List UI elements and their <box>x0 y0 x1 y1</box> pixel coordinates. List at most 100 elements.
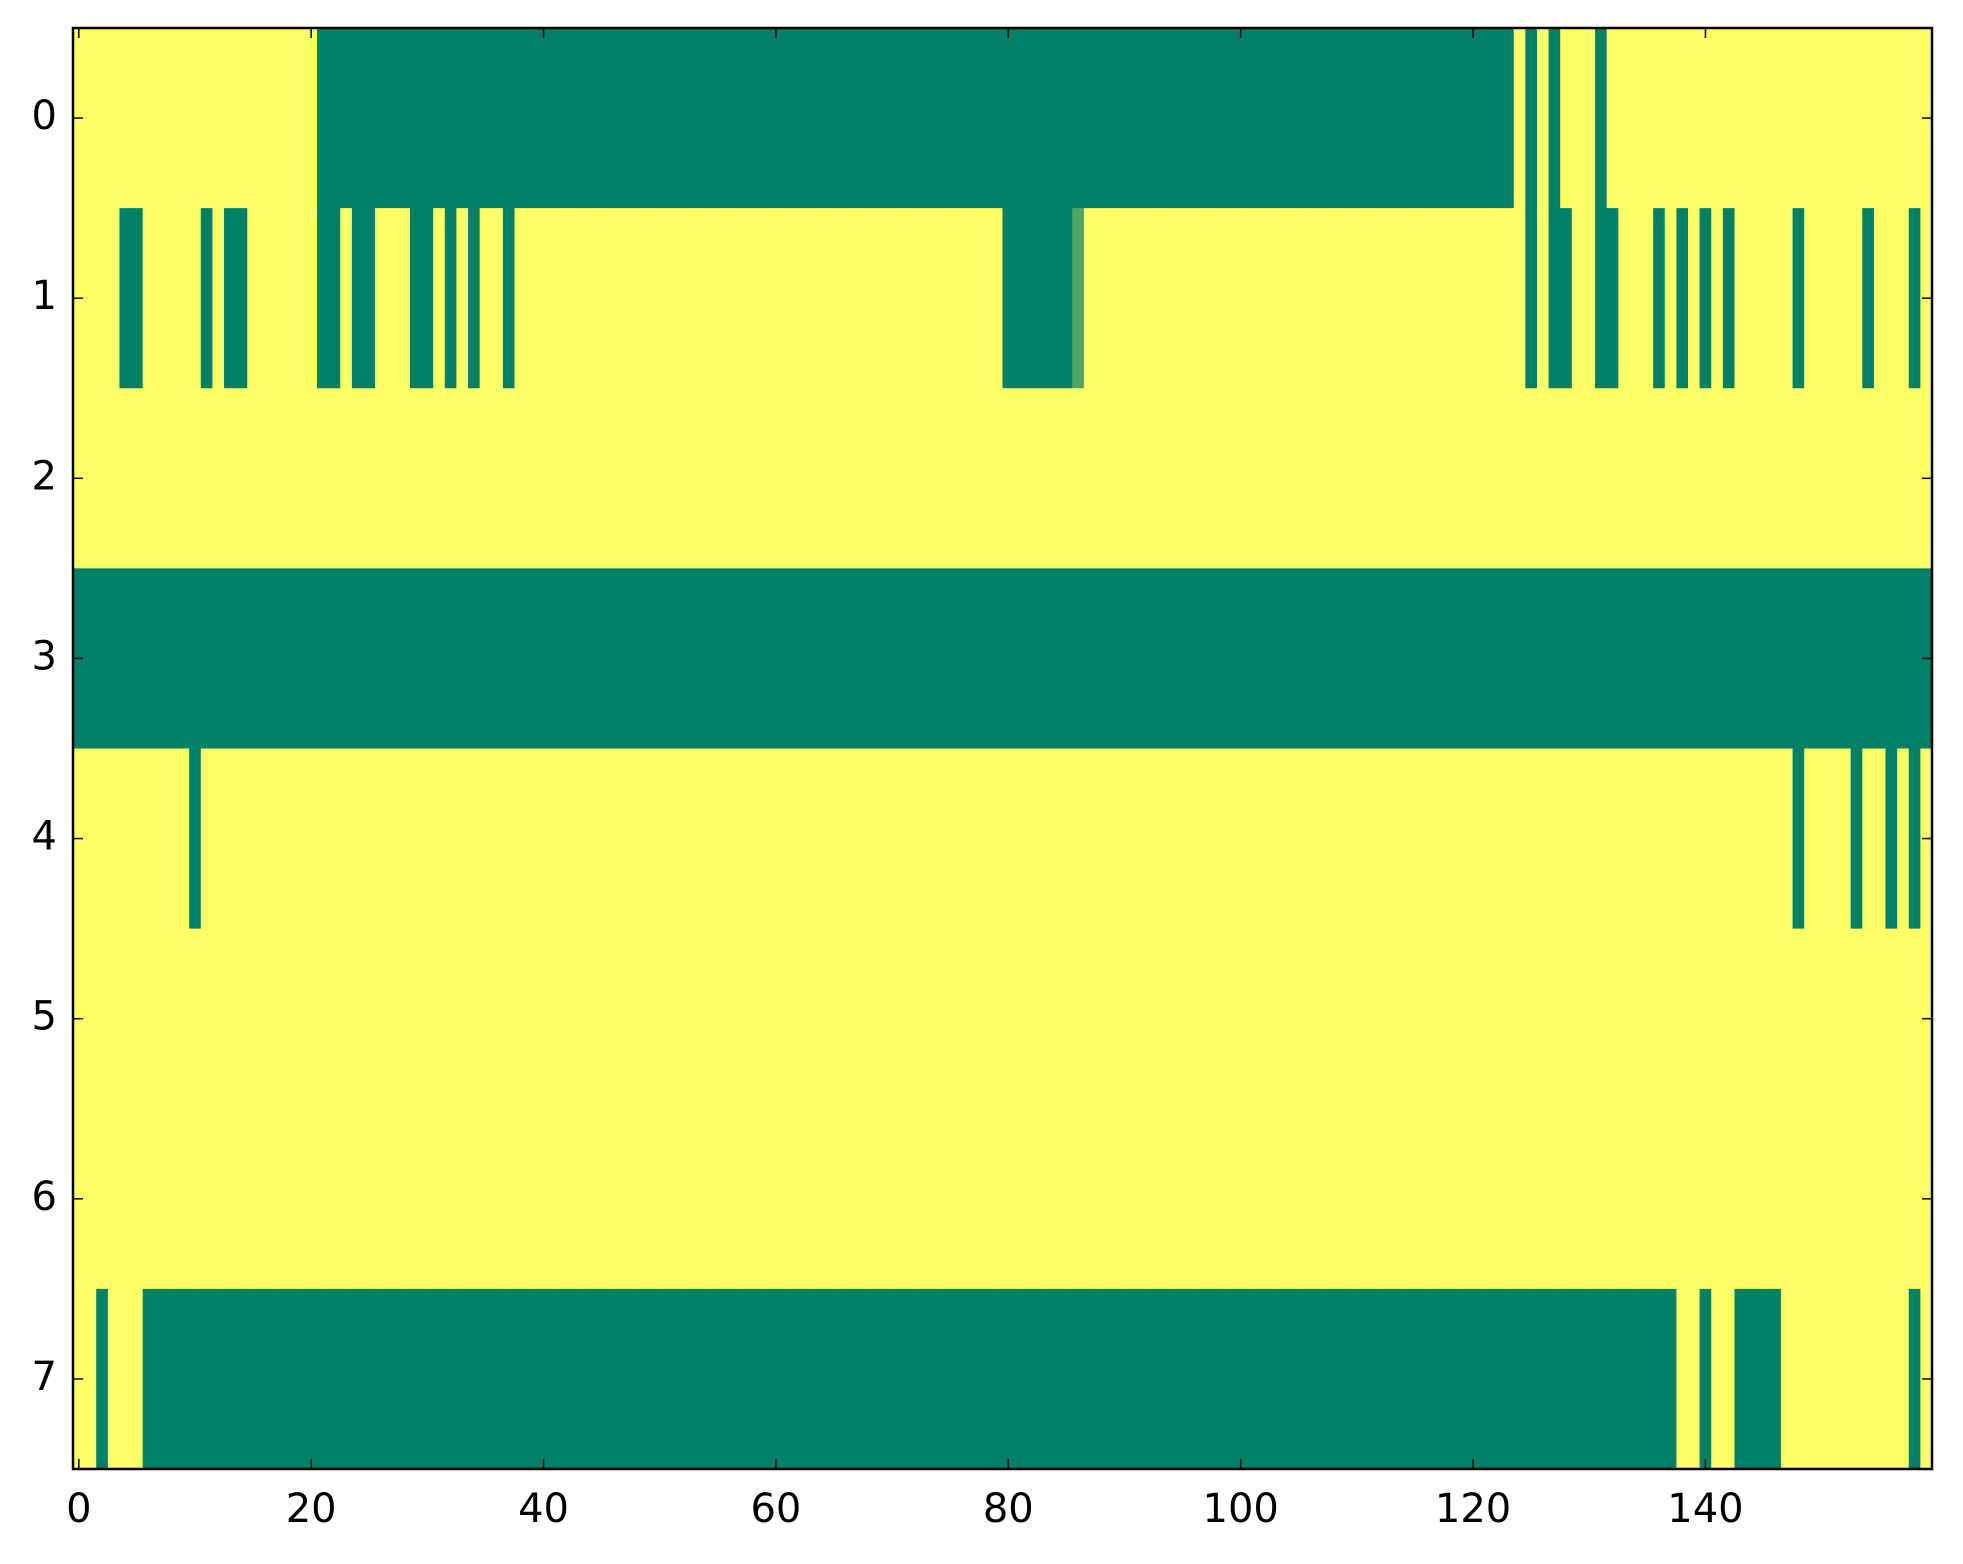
cell <box>1304 1108 1317 1290</box>
cell <box>967 1288 980 1470</box>
cell <box>1478 1108 1492 1290</box>
cell <box>1467 568 1480 750</box>
cell <box>444 568 458 750</box>
cell <box>375 1288 388 1470</box>
cell <box>1420 208 1433 389</box>
cell <box>758 388 771 569</box>
cell <box>1478 748 1492 930</box>
cell <box>1908 928 1921 1110</box>
cell <box>1862 208 1875 389</box>
cell <box>526 208 539 389</box>
cell <box>1839 1108 1852 1290</box>
cell <box>1862 28 1875 209</box>
cell <box>1525 388 1538 569</box>
cell <box>84 208 97 389</box>
cell <box>828 1288 841 1470</box>
cell <box>1850 28 1863 209</box>
cell <box>932 568 946 750</box>
cell <box>956 1288 969 1470</box>
cell <box>979 28 992 209</box>
cell <box>1037 1108 1050 1290</box>
cell <box>1327 388 1341 569</box>
cell <box>1780 748 1794 930</box>
cell <box>468 388 481 569</box>
cell <box>1839 928 1852 1110</box>
cell <box>444 208 458 389</box>
cell <box>1281 1108 1294 1290</box>
cell <box>1292 1108 1306 1290</box>
cell <box>909 388 922 569</box>
cell <box>630 388 643 569</box>
cell <box>584 28 597 209</box>
cell <box>1025 1288 1038 1470</box>
cell <box>921 28 934 209</box>
cell <box>1072 388 1085 569</box>
cell <box>921 928 934 1110</box>
cell <box>421 1108 434 1290</box>
cell <box>1374 568 1387 750</box>
cell <box>1548 208 1561 389</box>
cell <box>677 28 690 209</box>
cell <box>1595 208 1608 389</box>
cell <box>1757 928 1770 1110</box>
cell <box>1292 388 1306 569</box>
cell <box>967 28 980 209</box>
cell <box>1351 28 1364 209</box>
cell <box>1629 568 1643 750</box>
cell <box>398 568 411 750</box>
cell <box>828 1108 841 1290</box>
cell <box>224 748 237 930</box>
cell <box>502 28 516 209</box>
cell <box>189 28 202 209</box>
cell <box>1606 928 1619 1110</box>
cell <box>665 208 678 389</box>
cell <box>421 1288 434 1470</box>
cell <box>967 388 980 569</box>
cell <box>897 568 911 750</box>
cell <box>1362 28 1375 209</box>
cell <box>1037 748 1050 930</box>
plot-frame <box>71 26 1934 1471</box>
cell <box>979 928 992 1110</box>
cell <box>897 928 911 1110</box>
cell <box>258 208 272 389</box>
cell <box>1629 208 1643 389</box>
cell <box>793 388 806 569</box>
cell <box>96 748 109 930</box>
cell <box>84 928 97 1110</box>
cell <box>537 1108 550 1290</box>
cell <box>1571 1108 1585 1290</box>
cell <box>781 748 794 930</box>
cell <box>200 748 214 930</box>
cell <box>1664 748 1677 930</box>
cell <box>1385 568 1399 750</box>
cell <box>1897 568 1910 750</box>
cell <box>468 28 481 209</box>
cell <box>979 388 992 569</box>
cell <box>1513 388 1526 569</box>
cell <box>572 1108 585 1290</box>
cell <box>1292 208 1306 389</box>
cell <box>1200 748 1213 930</box>
cell <box>107 568 121 750</box>
cell <box>723 1108 736 1290</box>
cell <box>1897 208 1910 389</box>
cell <box>375 388 388 569</box>
cell <box>270 1288 283 1470</box>
cell <box>1629 928 1643 1110</box>
cell <box>1467 28 1480 209</box>
cell <box>1490 28 1503 209</box>
cell <box>1188 28 1201 209</box>
cell <box>653 928 667 1110</box>
cell <box>468 1288 481 1470</box>
cell <box>340 928 353 1110</box>
cell <box>1002 28 1015 209</box>
cell <box>1885 568 1898 750</box>
cell <box>1664 208 1677 389</box>
cell <box>956 1108 969 1290</box>
cell <box>526 1288 539 1470</box>
cell <box>1688 28 1701 209</box>
cell <box>131 1108 144 1290</box>
cell <box>1873 28 1887 209</box>
cell <box>189 928 202 1110</box>
